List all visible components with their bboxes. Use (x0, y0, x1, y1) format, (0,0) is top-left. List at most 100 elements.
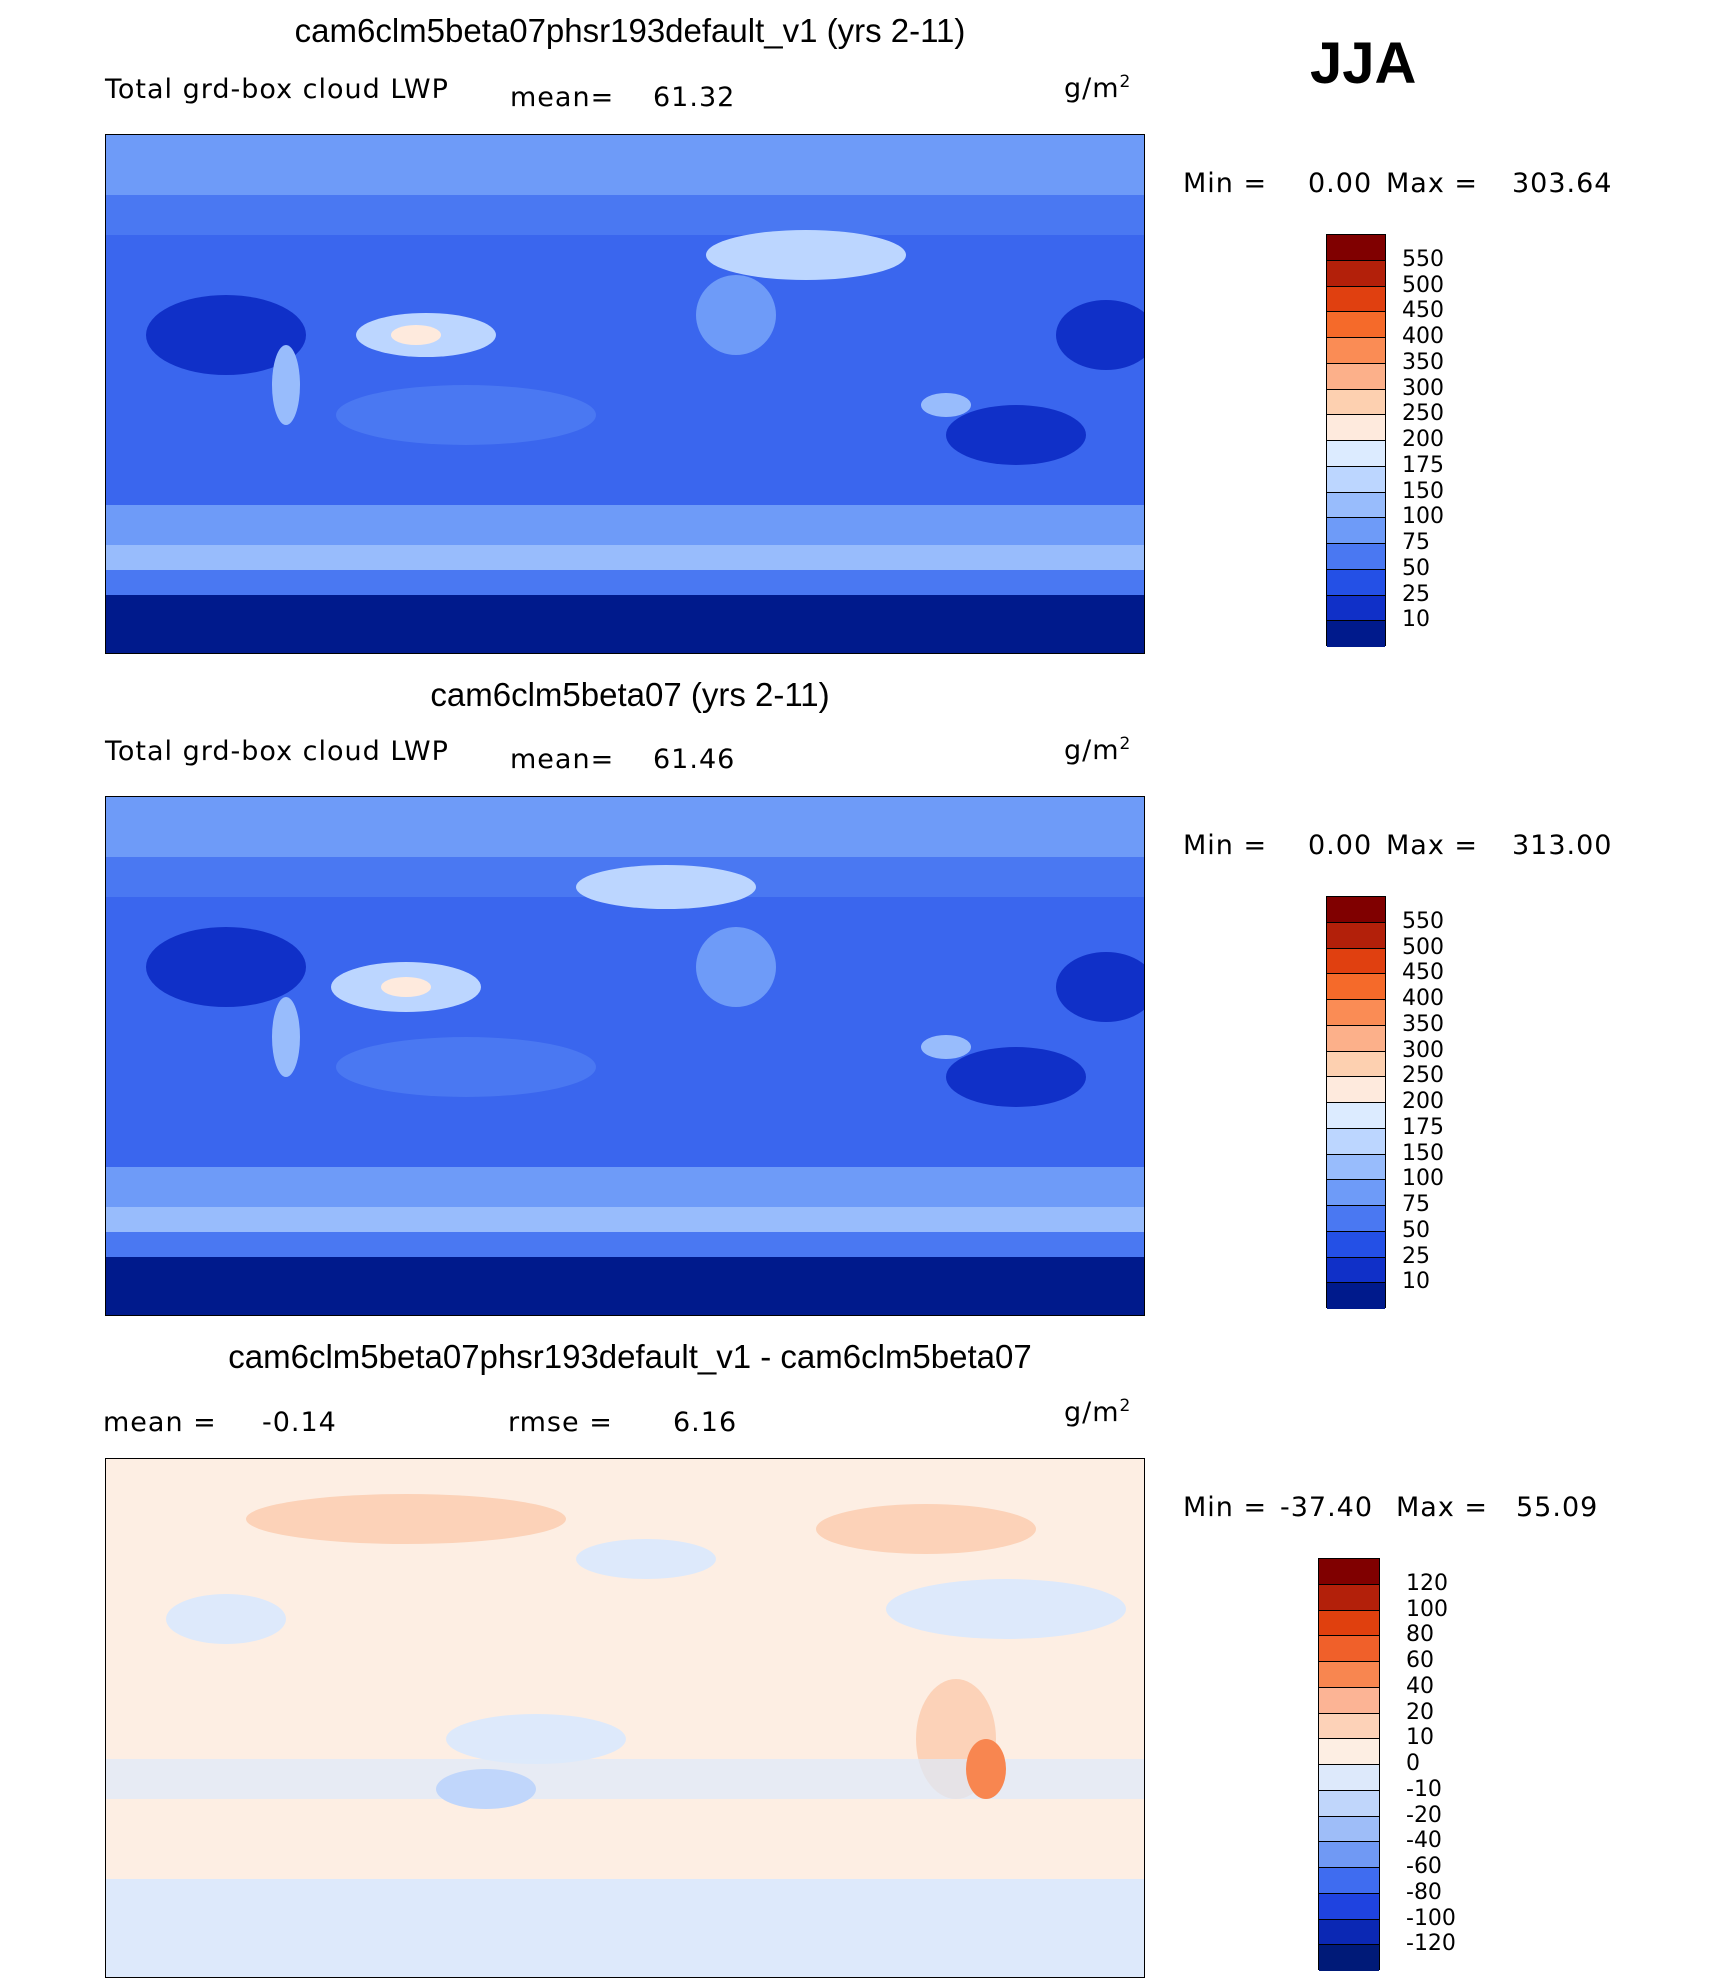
colorbar-swatch (1327, 1051, 1385, 1078)
colorbar-level-label: 400 (1402, 986, 1444, 1011)
colorbar-swatch (1327, 897, 1385, 923)
panel3-rmse-value: 6.16 (673, 1407, 738, 1438)
colorbar-level-label: 50 (1402, 555, 1430, 581)
colorbar-level-label: 80 (1406, 1622, 1434, 1648)
colorbar-level-label: 100 (1402, 504, 1444, 530)
colorbar-level-label: -10 (1406, 1776, 1442, 1802)
panel3-units: g/m2 (1064, 1396, 1132, 1428)
panel2-units: g/m2 (1064, 734, 1132, 766)
panel1-map (105, 134, 1145, 654)
colorbar-swatch (1327, 569, 1385, 596)
panel2-variable: Total grd-box cloud LWP (105, 736, 449, 767)
colorbar-swatch (1327, 1077, 1385, 1103)
colorbar-level-label: 250 (1402, 1063, 1444, 1089)
colorbar-swatch (1319, 1636, 1379, 1662)
panel1-min-label: Min = (1183, 168, 1268, 199)
colorbar-level-label: -120 (1406, 1931, 1456, 1957)
colorbar-swatch (1327, 338, 1385, 364)
panel2-min-label: Min = (1183, 830, 1268, 861)
colorbar-level-label: 550 (1402, 246, 1444, 272)
colorbar-swatch (1327, 1154, 1385, 1181)
colorbar-swatch (1319, 1610, 1379, 1637)
colorbar-level-label: 500 (1402, 934, 1444, 960)
colorbar-swatch (1327, 260, 1385, 287)
colorbar-swatch (1327, 621, 1385, 647)
panel2-colorbar (1326, 896, 1386, 1309)
colorbar-level-label: 450 (1402, 298, 1444, 324)
panel1-variable: Total grd-box cloud LWP (105, 74, 449, 105)
colorbar-level-label: 75 (1402, 530, 1430, 555)
colorbar-swatch (1327, 492, 1385, 519)
colorbar-level-label: 500 (1402, 272, 1444, 298)
colorbar-level-label: 50 (1402, 1217, 1430, 1243)
panel2-title: cam6clm5beta07 (yrs 2-11) (430, 676, 830, 713)
colorbar-swatch (1319, 1893, 1379, 1920)
colorbar-swatch (1327, 1025, 1385, 1052)
colorbar-swatch (1327, 595, 1385, 622)
colorbar-swatch (1319, 1919, 1379, 1946)
colorbar-swatch (1319, 1662, 1379, 1688)
colorbar-level-label: 175 (1402, 1114, 1444, 1140)
colorbar-level-label: 100 (1406, 1596, 1448, 1622)
panel3-max-value: 55.09 (1516, 1492, 1599, 1523)
panel2-mean-value: 61.46 (653, 744, 736, 775)
panel3-title: cam6clm5beta07phsr193default_v1 - cam6cl… (228, 1338, 1032, 1375)
colorbar-swatch (1319, 1739, 1379, 1765)
colorbar-level-label: 175 (1402, 452, 1444, 478)
colorbar-level-label: 150 (1402, 478, 1444, 504)
colorbar-swatch (1327, 415, 1385, 441)
colorbar-level-label: 10 (1402, 1269, 1430, 1295)
panel3-max-label: Max = (1396, 1492, 1489, 1523)
colorbar-level-label: 120 (1406, 1570, 1448, 1596)
colorbar-swatch (1327, 1128, 1385, 1155)
panel2-map (105, 796, 1145, 1316)
panel3-min-label: Min = (1183, 1492, 1268, 1523)
panel3-rmse-label: rmse = (508, 1407, 613, 1438)
colorbar-level-label: -80 (1406, 1879, 1442, 1905)
colorbar-swatch (1327, 922, 1385, 949)
colorbar-level-label: 60 (1406, 1648, 1434, 1673)
colorbar-swatch (1319, 1584, 1379, 1611)
colorbar-level-label: 350 (1402, 1011, 1444, 1037)
panel3-mean-label: mean = (103, 1407, 217, 1438)
colorbar-swatch (1319, 1765, 1379, 1791)
colorbar-level-label: 300 (1402, 375, 1444, 401)
colorbar-level-label: 450 (1402, 960, 1444, 986)
panel1-mean-label: mean= (510, 82, 615, 113)
panel1-min-value: 0.00 (1308, 168, 1373, 199)
colorbar-level-label: 0 (1406, 1751, 1420, 1776)
panel3-colorbar (1318, 1558, 1380, 1971)
colorbar-level-label: 200 (1402, 427, 1444, 452)
colorbar-swatch (1327, 948, 1385, 975)
colorbar-level-label: 25 (1402, 581, 1430, 607)
colorbar-level-label: 400 (1402, 324, 1444, 349)
colorbar-swatch (1319, 1687, 1379, 1714)
colorbar-level-label: 300 (1402, 1037, 1444, 1063)
colorbar-swatch (1319, 1559, 1379, 1585)
panel3-min-value: -37.40 (1280, 1492, 1374, 1523)
colorbar-swatch (1327, 544, 1385, 570)
colorbar-swatch (1319, 1790, 1379, 1817)
colorbar-level-label: 75 (1402, 1192, 1430, 1217)
colorbar-swatch (1319, 1842, 1379, 1868)
panel3-mean-value: -0.14 (262, 1407, 337, 1438)
colorbar-swatch (1327, 1231, 1385, 1258)
colorbar-swatch (1327, 466, 1385, 493)
panel2-max-label: Max = (1386, 830, 1479, 861)
colorbar-level-label: -100 (1406, 1905, 1456, 1931)
colorbar-level-label: -60 (1406, 1854, 1442, 1879)
colorbar-level-label: -20 (1406, 1802, 1442, 1828)
colorbar-level-label: 550 (1402, 908, 1444, 934)
colorbar-swatch (1319, 1945, 1379, 1971)
colorbar-swatch (1327, 312, 1385, 338)
colorbar-level-label: 100 (1402, 1166, 1444, 1192)
colorbar-swatch (1319, 1868, 1379, 1894)
colorbar-level-label: 25 (1402, 1243, 1430, 1269)
colorbar-swatch (1327, 1206, 1385, 1232)
colorbar-swatch (1327, 518, 1385, 544)
colorbar-swatch (1327, 235, 1385, 261)
colorbar-level-label: 200 (1402, 1089, 1444, 1114)
colorbar-level-label: 10 (1406, 1725, 1434, 1751)
panel1-colorbar (1326, 234, 1386, 647)
colorbar-swatch (1327, 286, 1385, 313)
